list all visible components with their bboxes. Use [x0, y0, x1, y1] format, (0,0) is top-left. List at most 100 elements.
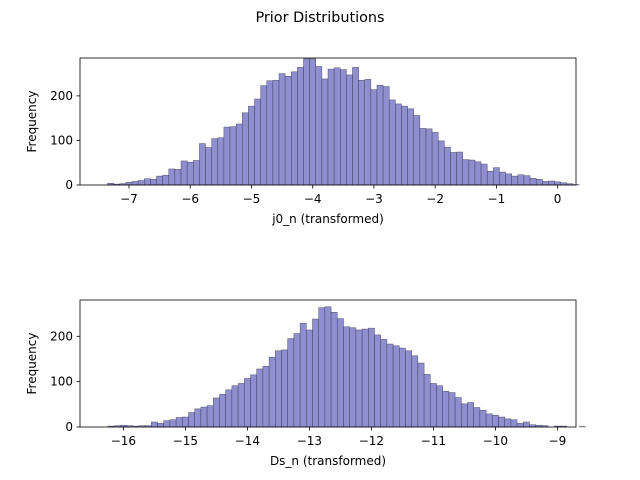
histogram-bar	[548, 180, 555, 186]
histogram-bar	[499, 171, 506, 186]
histogram-bar	[486, 170, 494, 186]
histogram-bar	[456, 151, 463, 186]
histogram-bar	[352, 67, 359, 186]
histogram-bar	[299, 322, 307, 428]
histogram-bar	[291, 71, 298, 186]
histogram-bar	[321, 78, 329, 186]
histogram-bar	[324, 306, 332, 428]
histogram-bar	[327, 68, 335, 186]
histogram-bar	[219, 394, 226, 428]
histogram-bar	[480, 163, 488, 186]
histogram-bar	[361, 328, 369, 428]
histogram-bar	[473, 407, 481, 428]
histogram-bar	[287, 338, 295, 428]
histogram-bar	[213, 397, 220, 428]
figure-title: Prior Distributions	[255, 10, 384, 26]
histogram-top-yticks: 0 100 200	[50, 89, 80, 192]
histogram-top-xlabel: j0_n (transformed)	[271, 212, 384, 226]
histogram-bar	[523, 175, 531, 186]
histogram-bar	[333, 67, 341, 186]
histogram-bar	[504, 418, 512, 428]
histogram-bar	[144, 178, 151, 186]
histogram-bottom-yticks: 0 100 200	[50, 329, 80, 434]
histogram-bar	[266, 80, 274, 186]
histogram-bar	[392, 345, 400, 428]
histogram-bar	[217, 137, 225, 186]
histogram-bar	[374, 334, 381, 428]
histogram-bar	[186, 162, 194, 186]
histogram-top-xticks: −7 −6 −5 −4 −3 −2 −1 0	[120, 185, 561, 206]
histogram-bottom-xticks: −16 −15 −14 −13 −12 −11 −10 −9	[111, 427, 566, 448]
histogram-bar	[199, 143, 206, 186]
histogram-bar	[467, 402, 474, 428]
x-tick-label: −16	[111, 434, 136, 448]
histogram-bar	[125, 182, 133, 186]
histogram-bar	[492, 414, 499, 428]
x-tick-label: −13	[297, 434, 322, 448]
histogram-bar	[272, 80, 280, 186]
histogram-bar	[275, 350, 282, 428]
x-tick-label: −2	[426, 192, 444, 206]
x-tick-label: −1	[488, 192, 506, 206]
histogram-bar	[358, 80, 365, 186]
histogram-bar	[151, 421, 158, 428]
histogram-bar	[349, 327, 357, 428]
histogram-bar	[312, 318, 319, 428]
histogram-bar	[388, 99, 396, 186]
histogram-bar	[436, 385, 443, 428]
histogram-bar	[355, 329, 363, 428]
histogram-bar	[254, 98, 261, 186]
histogram-bar	[242, 112, 249, 186]
x-tick-label: −4	[304, 192, 322, 206]
histogram-bottom: −16 −15 −14 −13 −12 −11 −10 −9 0 100 200 Ds_n (tr…	[25, 299, 586, 468]
histogram-bar	[430, 383, 437, 428]
histogram-bar	[137, 180, 145, 186]
histogram-bar	[180, 160, 188, 186]
histogram-bar	[163, 420, 171, 428]
histogram-bar	[244, 378, 251, 428]
histogram-bar	[200, 406, 208, 428]
x-tick-label: −11	[421, 434, 446, 448]
histogram-bar	[535, 178, 543, 186]
histogram-bar	[364, 79, 372, 186]
histogram-bar	[211, 138, 219, 186]
histogram-bar	[235, 123, 243, 186]
histogram-bar	[237, 383, 245, 428]
y-tick-label: 200	[50, 89, 73, 103]
x-tick-label: −7	[120, 192, 138, 206]
histogram-bar	[450, 152, 457, 186]
histogram-bar	[174, 169, 182, 186]
histogram-bar	[448, 392, 456, 428]
histogram-bar	[256, 368, 264, 428]
histogram-bar	[395, 103, 402, 186]
histogram-bar	[168, 168, 176, 186]
histogram-bar	[505, 173, 512, 186]
histogram-bar	[425, 128, 433, 186]
histogram-bar	[340, 69, 347, 186]
histogram-bar	[131, 181, 139, 186]
histogram-bar	[510, 419, 518, 428]
histogram-bar	[376, 84, 384, 186]
histogram-bar	[297, 67, 304, 186]
histogram-bar	[175, 417, 183, 428]
x-tick-label: −15	[173, 434, 198, 448]
y-tick-label: 100	[50, 133, 73, 147]
histogram-bar	[193, 160, 200, 186]
histogram-bar	[223, 126, 231, 186]
histogram-bar	[293, 333, 301, 428]
histogram-bar	[407, 108, 414, 186]
histogram-bar	[162, 174, 170, 186]
histogram-bar	[315, 66, 323, 186]
histogram-bottom-ylabel: Frequency	[25, 333, 39, 395]
histogram-bar	[309, 58, 317, 186]
x-tick-label: −3	[365, 192, 383, 206]
histogram-bar	[468, 159, 476, 186]
y-tick-label: 200	[50, 329, 73, 343]
histogram-bar	[231, 385, 239, 428]
histogram-bar	[281, 349, 288, 428]
histogram-bar	[431, 132, 439, 186]
histogram-bar	[399, 347, 406, 428]
histogram-bar	[262, 365, 270, 428]
y-tick-label: 100	[50, 375, 73, 389]
histogram-bar	[330, 312, 338, 428]
